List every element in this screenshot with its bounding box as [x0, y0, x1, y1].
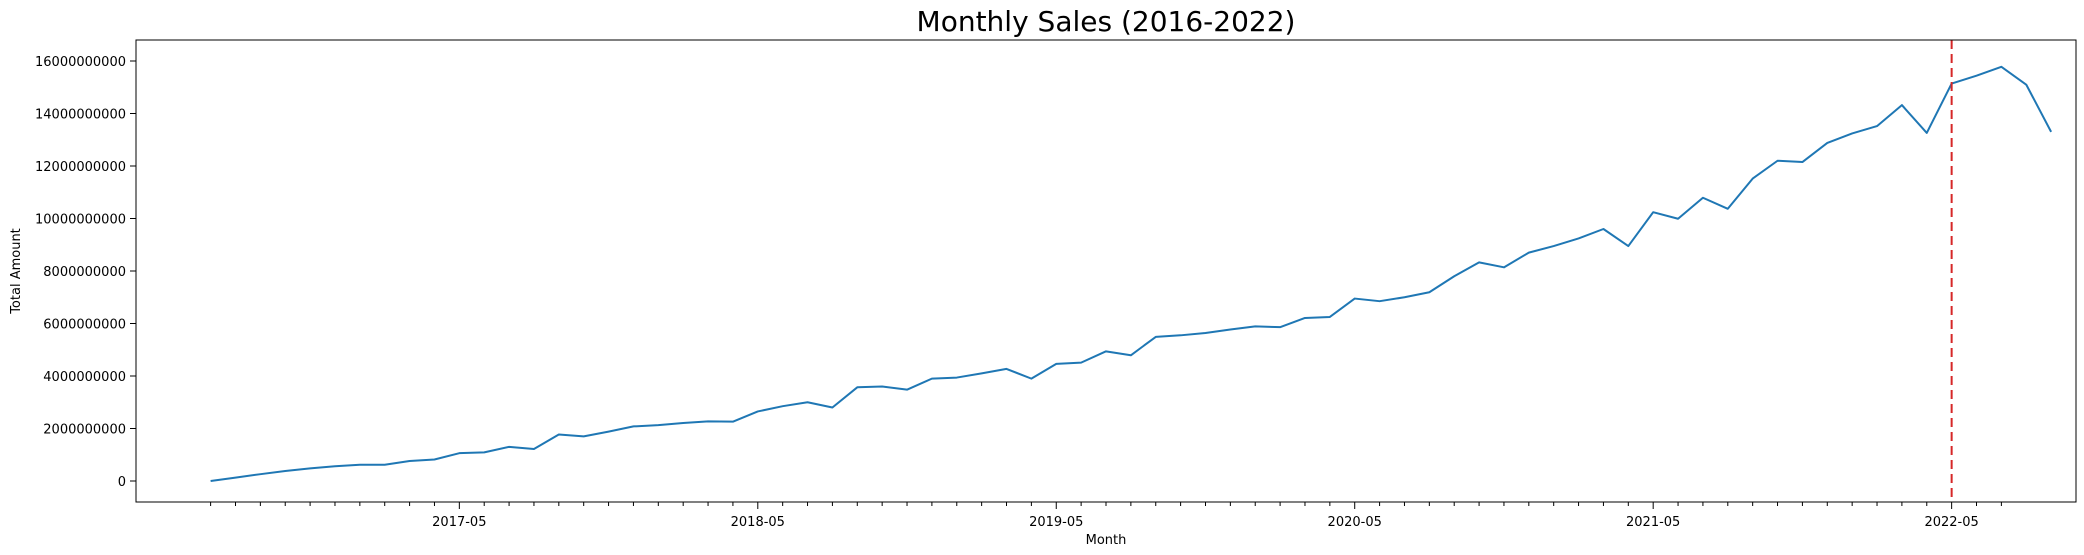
y-tick-label: 8000000000	[43, 265, 126, 280]
y-tick-label: 14000000000	[35, 108, 126, 123]
x-tick-label: 2020-05	[1328, 515, 1382, 530]
plot-frame	[135, 39, 2077, 503]
chart-title: Monthly Sales (2016-2022)	[917, 5, 1296, 38]
x-tick-label: 2018-05	[731, 515, 785, 530]
y-tick-label: 6000000000	[43, 318, 126, 333]
x-tick-label: 2021-05	[1626, 515, 1680, 530]
y-tick-label: 4000000000	[43, 370, 126, 385]
y-tick-label: 10000000000	[35, 213, 126, 228]
y-tick-label: 12000000000	[35, 160, 126, 175]
y-tick-label: 16000000000	[35, 55, 126, 70]
sales-series-line	[210, 65, 2053, 482]
x-axis-label: Month	[1086, 533, 1127, 548]
x-axis: 2017-05 2018-05 2019-05 2020-05 2021-05 2022-…	[210, 502, 2002, 530]
y-tick-label: 2000000000	[43, 423, 126, 438]
x-tick-label: 2019-05	[1029, 515, 1083, 530]
x-tick-label: 2017-05	[432, 515, 486, 530]
y-axis: 0 2000000000 4000000000 6000000000 800000000…	[35, 55, 136, 490]
y-axis-label: Total Amount	[9, 228, 24, 315]
y-tick-label: 0	[118, 475, 126, 490]
x-tick-label: 2022-05	[1924, 515, 1978, 530]
